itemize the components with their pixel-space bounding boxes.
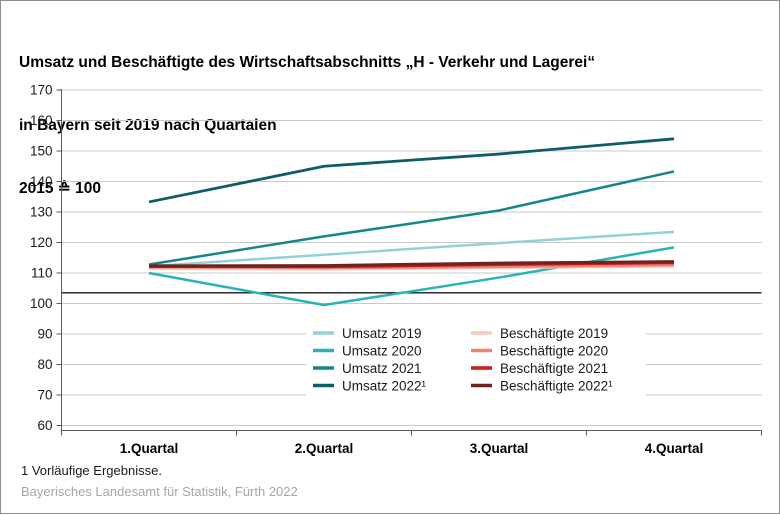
legend-swatch: [313, 331, 334, 335]
legend-label: Beschäftigte 2019: [500, 326, 608, 341]
source-line: Bayerisches Landesamt für Statistik, Für…: [21, 484, 298, 499]
x-category-label: 4.Quartal: [645, 441, 704, 456]
legend-label: Umsatz 2020: [342, 343, 422, 358]
y-tick-label: 60: [37, 418, 52, 433]
y-tick-label: 80: [37, 357, 52, 372]
legend-swatch: [471, 366, 492, 370]
legend-label: Beschäftigte 2021: [500, 361, 608, 376]
series-line-umsatz-2019: [148, 230, 675, 268]
y-tick-label: 150: [30, 144, 53, 159]
y-tick-label: 130: [30, 205, 53, 220]
chart-title: Umsatz und Beschäftigte des Wirtschaftsa…: [19, 10, 595, 241]
legend-swatch: [313, 366, 334, 370]
y-tick-label: 120: [30, 235, 53, 250]
x-category-label: 3.Quartal: [470, 441, 529, 456]
legend-swatch: [471, 331, 492, 335]
title-line-3: 2015 ≙ 100: [19, 180, 101, 197]
legend-swatch: [313, 383, 334, 388]
y-tick-label: 140: [30, 174, 53, 189]
y-tick-label: 90: [37, 327, 52, 342]
legend-swatch: [313, 348, 334, 353]
x-category-label: 2.Quartal: [295, 441, 354, 456]
y-tick-label: 170: [30, 83, 53, 98]
legend-label: Umsatz 2022¹: [342, 378, 427, 393]
y-tick-label: 110: [31, 266, 53, 281]
series-line-umsatz-2020: [148, 246, 675, 307]
legend-swatch: [471, 383, 492, 388]
legend-label: Beschäftigte 2022¹: [500, 378, 613, 393]
legend-label: Umsatz 2021: [342, 361, 422, 376]
legend-label: Beschäftigte 2020: [500, 343, 608, 358]
title-line-1: Umsatz und Beschäftigte des Wirtschaftsa…: [19, 54, 596, 71]
y-tick-label: 160: [30, 113, 53, 128]
legend-label: Umsatz 2019: [342, 326, 422, 341]
series-line-umsatz-2021: [148, 170, 675, 266]
y-tick-label: 100: [30, 296, 53, 311]
footnote: 1 Vorläufige Ergebnisse.: [21, 463, 162, 478]
x-category-label: 1.Quartal: [120, 441, 179, 456]
series-line-umsatz-2022-: [148, 137, 675, 204]
series-line-besch-ftigte-2022-: [148, 260, 675, 268]
legend-swatch: [471, 348, 492, 353]
title-line-2: in Bayern seit 2019 nach Quartalen: [19, 117, 277, 134]
y-tick-label: 70: [37, 388, 52, 403]
